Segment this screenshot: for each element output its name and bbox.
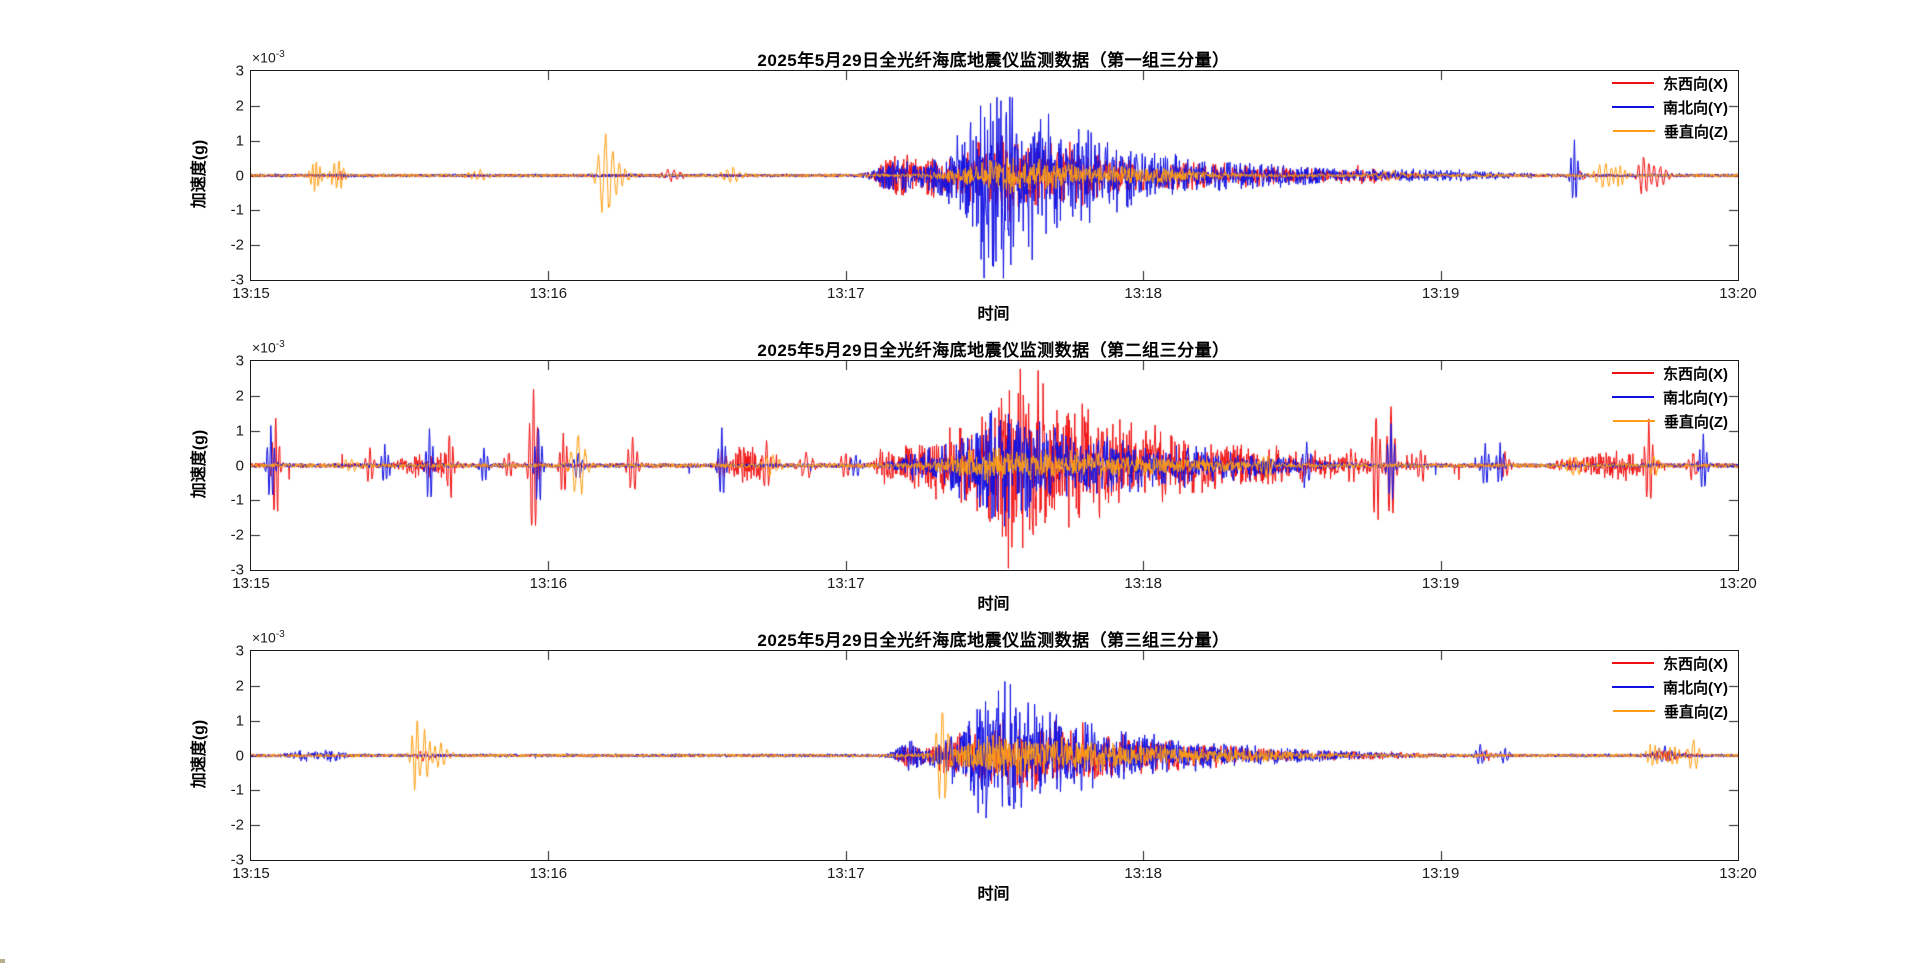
x-tick-label: 13:20 — [1719, 575, 1757, 592]
x-tick-label: 13:19 — [1421, 575, 1460, 592]
legend-line-y-icon — [1612, 685, 1654, 689]
y-axis-label: 加速度(g) — [191, 429, 208, 499]
legend-item: 垂直向(Z) — [1612, 699, 1728, 723]
y-tick-label: -2 — [230, 816, 244, 834]
y-tick-label: 3 — [235, 352, 244, 370]
x-tick-label: 13:18 — [1124, 285, 1162, 302]
subplot-group-3: 2025年5月29日全光纤海底地震仪监测数据（第三组三分量） ×10-3 加速度… — [0, 618, 1920, 908]
waveform-canvas — [251, 71, 1738, 280]
x-tick-label: 13:17 — [827, 865, 865, 882]
x-tick-labels: 13:15 13:16 13:17 13:18 13:19 13:20 — [232, 280, 1757, 304]
legend-label: 垂直向(Z) — [1663, 123, 1728, 141]
y-axis-exponent: ×10-3 — [252, 339, 285, 356]
x-tick-label: 13:20 — [1719, 285, 1757, 302]
x-tick-labels: 13:15 13:16 13:17 13:18 13:19 13:20 — [232, 860, 1757, 884]
y-axis-label: 加速度(g) — [191, 719, 208, 789]
legend-line-x-icon — [1612, 371, 1654, 375]
y-tick-label: -1 — [230, 491, 244, 509]
y-tick-label: 0 — [235, 167, 244, 184]
legend-label: 南北向(Y) — [1663, 389, 1728, 407]
legend-item: 东西向(X) — [1612, 361, 1728, 385]
legend-label: 垂直向(Z) — [1663, 703, 1728, 721]
y-tick-label: 1 — [235, 422, 244, 440]
y-tick-label: -1 — [230, 781, 244, 799]
y-tick-label: -3 — [230, 271, 244, 289]
legend-item: 垂直向(Z) — [1612, 119, 1728, 143]
plot-area: 3 2 1 0 -1 -2 -3 13:15 13:16 13:17 13:18 13:19 13:2… — [231, 643, 1757, 883]
x-axis-label: 时间 — [977, 596, 1010, 613]
y-tick-label: -1 — [230, 201, 244, 219]
legend-line-x-icon — [1612, 81, 1654, 85]
y-tick-label: -2 — [230, 526, 244, 544]
y-tick-label: 2 — [235, 387, 244, 405]
y-tick-label: 0 — [235, 457, 244, 474]
x-tick-label: 13:16 — [529, 285, 568, 302]
corner-artifact — [0, 959, 5, 963]
legend-item: 垂直向(Z) — [1612, 409, 1728, 433]
y-tick-label: 3 — [235, 642, 244, 660]
legend-label: 东西向(X) — [1663, 365, 1728, 383]
legend-item: 东西向(X) — [1612, 651, 1728, 675]
legend-item: 南北向(Y) — [1612, 385, 1728, 409]
x-tick-label: 13:15 — [232, 285, 270, 302]
legend-line-z-icon — [1612, 129, 1655, 133]
plot-title: 2025年5月29日全光纤海底地震仪监测数据（第一组三分量） — [757, 51, 1230, 70]
x-tick-label: 13:17 — [827, 575, 865, 592]
y-tick-labels: 3 2 1 0 -1 -2 -3 — [207, 63, 251, 289]
plot-title: 2025年5月29日全光纤海底地震仪监测数据（第三组三分量） — [757, 631, 1230, 650]
legend-line-y-icon — [1612, 105, 1654, 109]
y-tick-label: 0 — [235, 747, 244, 764]
plot-area: 3 2 1 0 -1 -2 -3 13:15 13:16 13:17 13:18 13:19 13:2… — [231, 63, 1757, 303]
subplot-group-1: 2025年5月29日全光纤海底地震仪监测数据（第一组三分量） ×10-3 加速度… — [0, 38, 1920, 328]
x-tick-label: 13:16 — [529, 865, 568, 882]
subplot-group-2: 2025年5月29日全光纤海底地震仪监测数据（第二组三分量） ×10-3 加速度… — [0, 328, 1920, 618]
x-tick-labels: 13:15 13:16 13:17 13:18 13:19 13:20 — [232, 570, 1757, 594]
x-tick-label: 13:19 — [1421, 865, 1460, 882]
waveform-canvas — [251, 361, 1738, 570]
legend-item: 南北向(Y) — [1612, 675, 1728, 699]
plot-title: 2025年5月29日全光纤海底地震仪监测数据（第二组三分量） — [757, 341, 1230, 360]
x-tick-label: 13:18 — [1124, 575, 1162, 592]
y-tick-label: -3 — [230, 561, 244, 579]
legend: 东西向(X) 南北向(Y) 垂直向(Z) — [1612, 71, 1728, 143]
y-tick-label: 1 — [235, 132, 244, 150]
y-axis-exponent: ×10-3 — [252, 629, 285, 646]
y-tick-label: 2 — [235, 677, 244, 695]
legend-item: 南北向(Y) — [1612, 95, 1728, 119]
legend-label: 南北向(Y) — [1663, 679, 1728, 697]
y-tick-labels: 3 2 1 0 -1 -2 -3 — [207, 643, 251, 869]
y-tick-label: -3 — [230, 851, 244, 869]
legend-line-x-icon — [1612, 661, 1654, 665]
x-tick-label: 13:16 — [529, 575, 568, 592]
legend-item: 东西向(X) — [1612, 71, 1728, 95]
x-tick-label: 13:15 — [232, 575, 270, 592]
y-tick-label: 1 — [235, 712, 244, 730]
legend: 东西向(X) 南北向(Y) 垂直向(Z) — [1612, 361, 1728, 433]
y-axis-label: 加速度(g) — [191, 139, 208, 209]
x-tick-label: 13:17 — [827, 285, 865, 302]
x-axis-label: 时间 — [977, 886, 1010, 903]
x-tick-label: 13:20 — [1719, 865, 1757, 882]
x-tick-label: 13:18 — [1124, 865, 1162, 882]
legend-label: 垂直向(Z) — [1663, 413, 1728, 431]
y-tick-labels: 3 2 1 0 -1 -2 -3 — [207, 353, 251, 579]
legend-line-z-icon — [1612, 419, 1655, 423]
y-tick-label: 3 — [235, 62, 244, 80]
legend-label: 东西向(X) — [1663, 655, 1728, 673]
y-axis-exponent: ×10-3 — [252, 49, 285, 66]
y-tick-label: 2 — [235, 97, 244, 115]
legend-label: 东西向(X) — [1663, 75, 1728, 93]
legend: 东西向(X) 南北向(Y) 垂直向(Z) — [1612, 651, 1728, 723]
waveform-canvas — [251, 651, 1738, 860]
y-tick-label: -2 — [230, 236, 244, 254]
legend-label: 南北向(Y) — [1663, 99, 1728, 117]
x-axis-label: 时间 — [977, 306, 1010, 323]
legend-line-z-icon — [1612, 709, 1655, 713]
plot-area: 3 2 1 0 -1 -2 -3 13:15 13:16 13:17 13:18 13:19 13:2… — [231, 353, 1757, 593]
x-tick-label: 13:19 — [1421, 285, 1460, 302]
legend-line-y-icon — [1612, 395, 1654, 399]
x-tick-label: 13:15 — [232, 865, 270, 882]
